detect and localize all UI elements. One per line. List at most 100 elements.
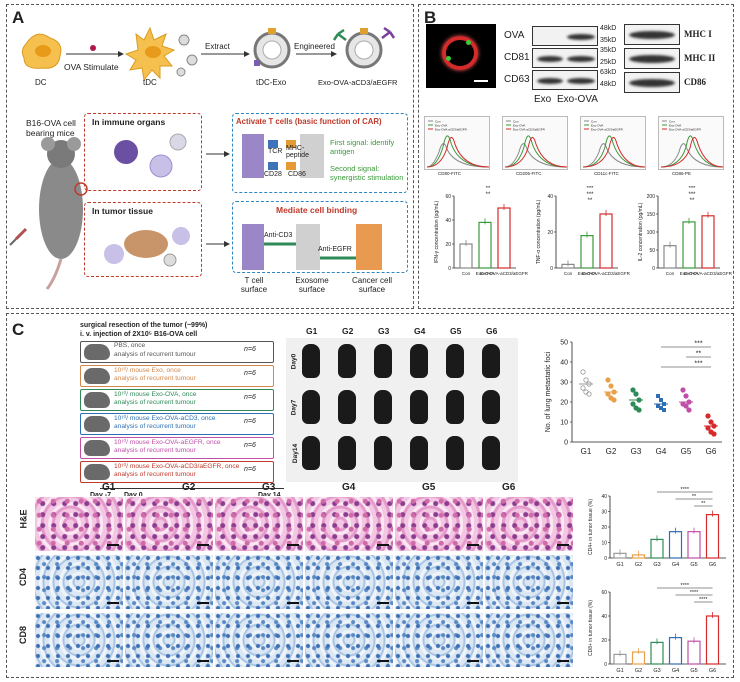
data-point <box>656 404 660 408</box>
mouse-photo <box>302 436 320 470</box>
bar <box>705 513 720 559</box>
mouse-photo <box>446 436 464 470</box>
mouse-thumbnail-icon <box>84 440 110 456</box>
tumor-tissue-box <box>84 202 202 277</box>
panel-a-label: A <box>12 8 25 27</box>
tdc-cell-icon <box>124 26 176 82</box>
panel-c <box>6 313 734 678</box>
histology-tile <box>214 612 304 668</box>
panel-b <box>418 4 734 309</box>
flow-histogram: Con Exo-OVA Exo-OVA-aCD3/aEGFR <box>424 116 490 170</box>
y-tick-label: 40 <box>560 360 568 367</box>
dc-cell-icon <box>21 33 62 69</box>
histology-group-label: G4 <box>342 482 356 493</box>
flow-curve <box>660 137 724 168</box>
photo-group-label: G4 <box>414 326 426 336</box>
mouse-thumbnail-icon <box>84 464 110 480</box>
significance-label: *** <box>688 192 696 198</box>
engineered-exo-icon <box>332 26 396 69</box>
mouse-photo <box>446 344 464 378</box>
wb-right-blot <box>624 24 680 45</box>
bar <box>668 636 683 665</box>
data-point <box>662 408 666 412</box>
flow-curve <box>426 143 490 168</box>
wb-row-label: CD81 <box>504 52 530 63</box>
flow-curve <box>582 143 646 168</box>
y-tick-label: 20 <box>560 400 568 407</box>
x-tick-label: Con <box>666 271 675 276</box>
histology-tile <box>394 496 484 552</box>
mouse-photo <box>338 436 356 470</box>
bar <box>478 221 492 269</box>
histology-tile <box>394 612 484 668</box>
flow-legend-label: Exo-OVA <box>435 124 447 128</box>
y-tick-label: 40 <box>445 218 451 224</box>
histology-tile <box>484 496 574 552</box>
y-tick-label: 20 <box>601 525 607 531</box>
y-tick-label: 0 <box>652 266 655 272</box>
lane-exo-ova-label: Exo-OVA <box>557 94 598 105</box>
tdc-exo-icon <box>253 28 291 69</box>
flow-curve <box>504 137 568 168</box>
mouse-photo <box>302 390 320 424</box>
x-tick-label: G6 <box>709 668 716 674</box>
wb-mw: 48kD <box>600 25 617 32</box>
x-tick-label: G5 <box>690 562 697 568</box>
x-tick-label: Exo-OVA <box>578 271 596 276</box>
x-tick-label: G2 <box>635 562 642 568</box>
significance-label: *** <box>688 186 696 192</box>
bar <box>705 615 720 665</box>
y-tick-label: 10 <box>560 420 568 427</box>
wb-band <box>629 31 675 39</box>
wb-right-label: MHC II <box>684 53 716 63</box>
panel-a-art <box>9 26 396 290</box>
data-point <box>705 413 711 419</box>
flow-legend-label: Con <box>513 120 519 124</box>
histology-group-label: G2 <box>182 482 196 493</box>
histology-group-label: G1 <box>102 482 116 493</box>
schedule-n-label: n=6 <box>244 346 256 353</box>
data-point <box>708 419 714 425</box>
wb-band <box>537 78 563 84</box>
photo-frame <box>286 338 518 482</box>
schedule-row-line2: analysis of recurrent tumour <box>114 375 196 382</box>
immune-cells-icon <box>114 133 187 178</box>
exosome-small-icons <box>176 34 198 77</box>
cancer-surface-label: Cancer cell surface <box>352 276 393 294</box>
cd28-label: CD28 <box>264 171 282 178</box>
schedule-n-label: n=6 <box>244 466 256 473</box>
mouse-thumbnail-icon <box>84 392 110 408</box>
y-tick-label: 20 <box>601 638 607 644</box>
flow-legend-label: Exo-OVA-aCD3/aEGFR <box>591 128 624 132</box>
photo-day-label: Day14 <box>292 443 300 464</box>
data-point <box>683 403 689 409</box>
cd8-bar-chart: 0 20 40 60 CD8+ in tumor tissue (%) G1 G2 G3 G4 G… <box>588 583 726 674</box>
first-signal-label: First signal: identify antigen <box>330 138 395 156</box>
bar <box>650 641 664 665</box>
mediate-title: Mediate cell binding <box>276 205 358 215</box>
flow-xlabel: CD86-PE <box>672 171 692 176</box>
wb-band <box>537 56 563 62</box>
schedule-row-box <box>80 461 274 483</box>
y-tick-label: 150 <box>647 212 656 218</box>
scale-bar <box>287 660 299 662</box>
photo-day-label: Day0 <box>290 353 298 370</box>
significance-label: ** <box>696 351 702 358</box>
scale-bar <box>287 602 299 604</box>
flow-legend-label: Exo-OVA <box>669 124 681 128</box>
histology-tile <box>34 496 124 552</box>
data-point <box>686 407 692 413</box>
y-tick-label: 40 <box>601 494 607 500</box>
wb-band <box>567 34 595 40</box>
histology-tile <box>124 496 214 552</box>
flow-xlabel: CD80-FITC <box>438 171 462 176</box>
significance-label: ** <box>486 186 491 192</box>
y-axis-label: TNF-α concentration (pg/mL) <box>536 200 542 265</box>
bar <box>687 531 701 559</box>
flow-curve <box>660 143 724 168</box>
x-tick-label: G3 <box>653 562 660 568</box>
anti-cd3-label: Anti-CD3 <box>264 232 293 239</box>
scale-bar <box>377 660 389 662</box>
mouse-photo <box>338 344 356 378</box>
schedule-row-line1: 10¹⁰/ mouse Exo-OVA-aCD3, once <box>114 415 216 422</box>
